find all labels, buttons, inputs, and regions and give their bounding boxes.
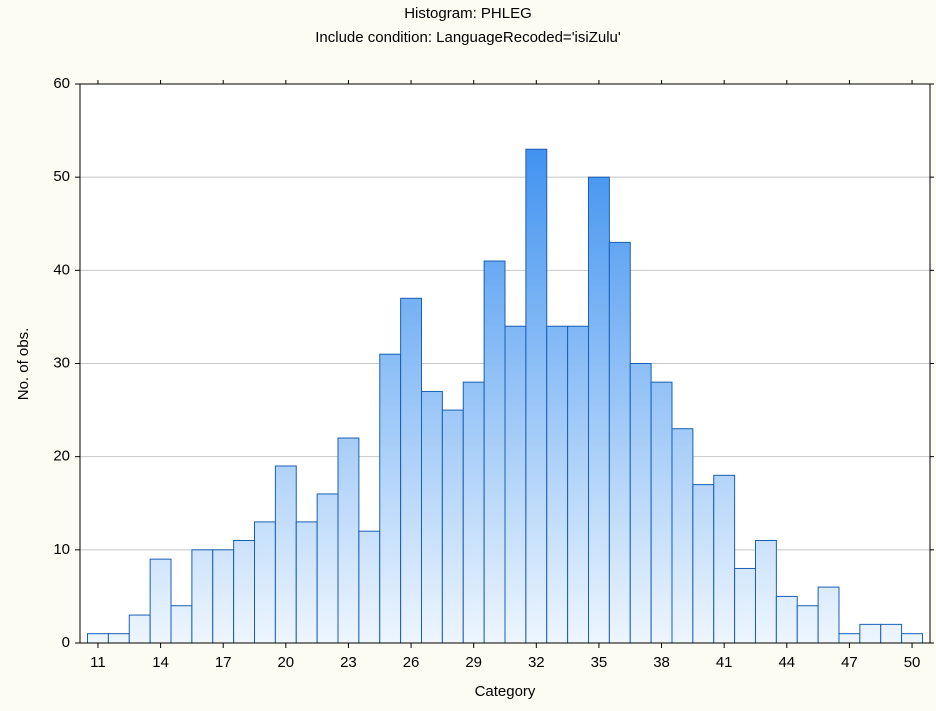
bar	[462, 381, 485, 644]
x-tick-label: 14	[152, 654, 169, 671]
bar	[421, 390, 443, 644]
bar	[608, 241, 631, 644]
bar	[149, 558, 172, 644]
x-tick-label: 26	[403, 654, 420, 671]
bar	[274, 465, 297, 644]
bar	[838, 633, 861, 644]
bar	[754, 540, 777, 644]
bar	[650, 381, 673, 644]
bar	[671, 428, 694, 644]
x-axis-label: Category	[475, 683, 536, 700]
bar	[567, 325, 589, 644]
bar	[880, 623, 903, 644]
y-tick-label: 60	[53, 75, 70, 92]
x-tick-label: 35	[591, 654, 608, 671]
bar	[796, 605, 819, 644]
bar	[587, 176, 610, 644]
x-tick-label: 11	[90, 654, 106, 671]
y-tick-label: 20	[53, 448, 70, 465]
bar	[817, 586, 840, 644]
x-tick-label: 32	[528, 654, 545, 671]
bar	[128, 614, 151, 644]
bar	[191, 549, 214, 644]
x-tick-label: 23	[340, 654, 357, 671]
y-axis-label: No. of obs.	[15, 328, 32, 401]
bar	[170, 605, 193, 644]
bar	[107, 633, 130, 644]
x-tick-label: 38	[653, 654, 670, 671]
bar	[692, 484, 715, 644]
x-tick-label: 44	[778, 654, 795, 671]
bar	[734, 567, 756, 644]
bar	[859, 623, 882, 644]
bar	[87, 633, 109, 644]
x-tick-label: 29	[465, 654, 482, 671]
bar	[713, 474, 736, 644]
y-tick-label: 50	[53, 168, 70, 185]
y-tick-label: 10	[53, 541, 70, 558]
bar	[441, 409, 464, 644]
x-tick-label: 41	[716, 654, 733, 671]
y-tick-label: 0	[62, 634, 70, 651]
bar	[358, 530, 381, 644]
bar	[337, 437, 360, 644]
bar	[525, 148, 548, 644]
x-tick-label: 50	[904, 654, 921, 671]
bar	[212, 549, 235, 644]
bar	[901, 633, 923, 644]
y-tick-label: 40	[53, 261, 70, 278]
bar	[775, 595, 798, 644]
y-tick-label: 30	[53, 354, 70, 371]
bar	[400, 297, 423, 644]
bar	[483, 260, 506, 644]
bar	[295, 521, 318, 644]
x-tick-label: 47	[841, 654, 858, 671]
bar	[546, 325, 569, 644]
x-tick-label: 20	[277, 654, 294, 671]
plot-frame	[79, 83, 931, 644]
bar	[254, 521, 276, 644]
bar	[379, 353, 402, 644]
bar	[316, 493, 339, 644]
bar	[629, 363, 652, 644]
chart-subtitle: Include condition: LanguageRecoded='isiZ…	[315, 29, 621, 46]
x-tick-label: 17	[215, 654, 232, 671]
bar	[504, 325, 527, 644]
chart-title: Histogram: PHLEG	[404, 5, 532, 22]
bar	[233, 540, 256, 644]
